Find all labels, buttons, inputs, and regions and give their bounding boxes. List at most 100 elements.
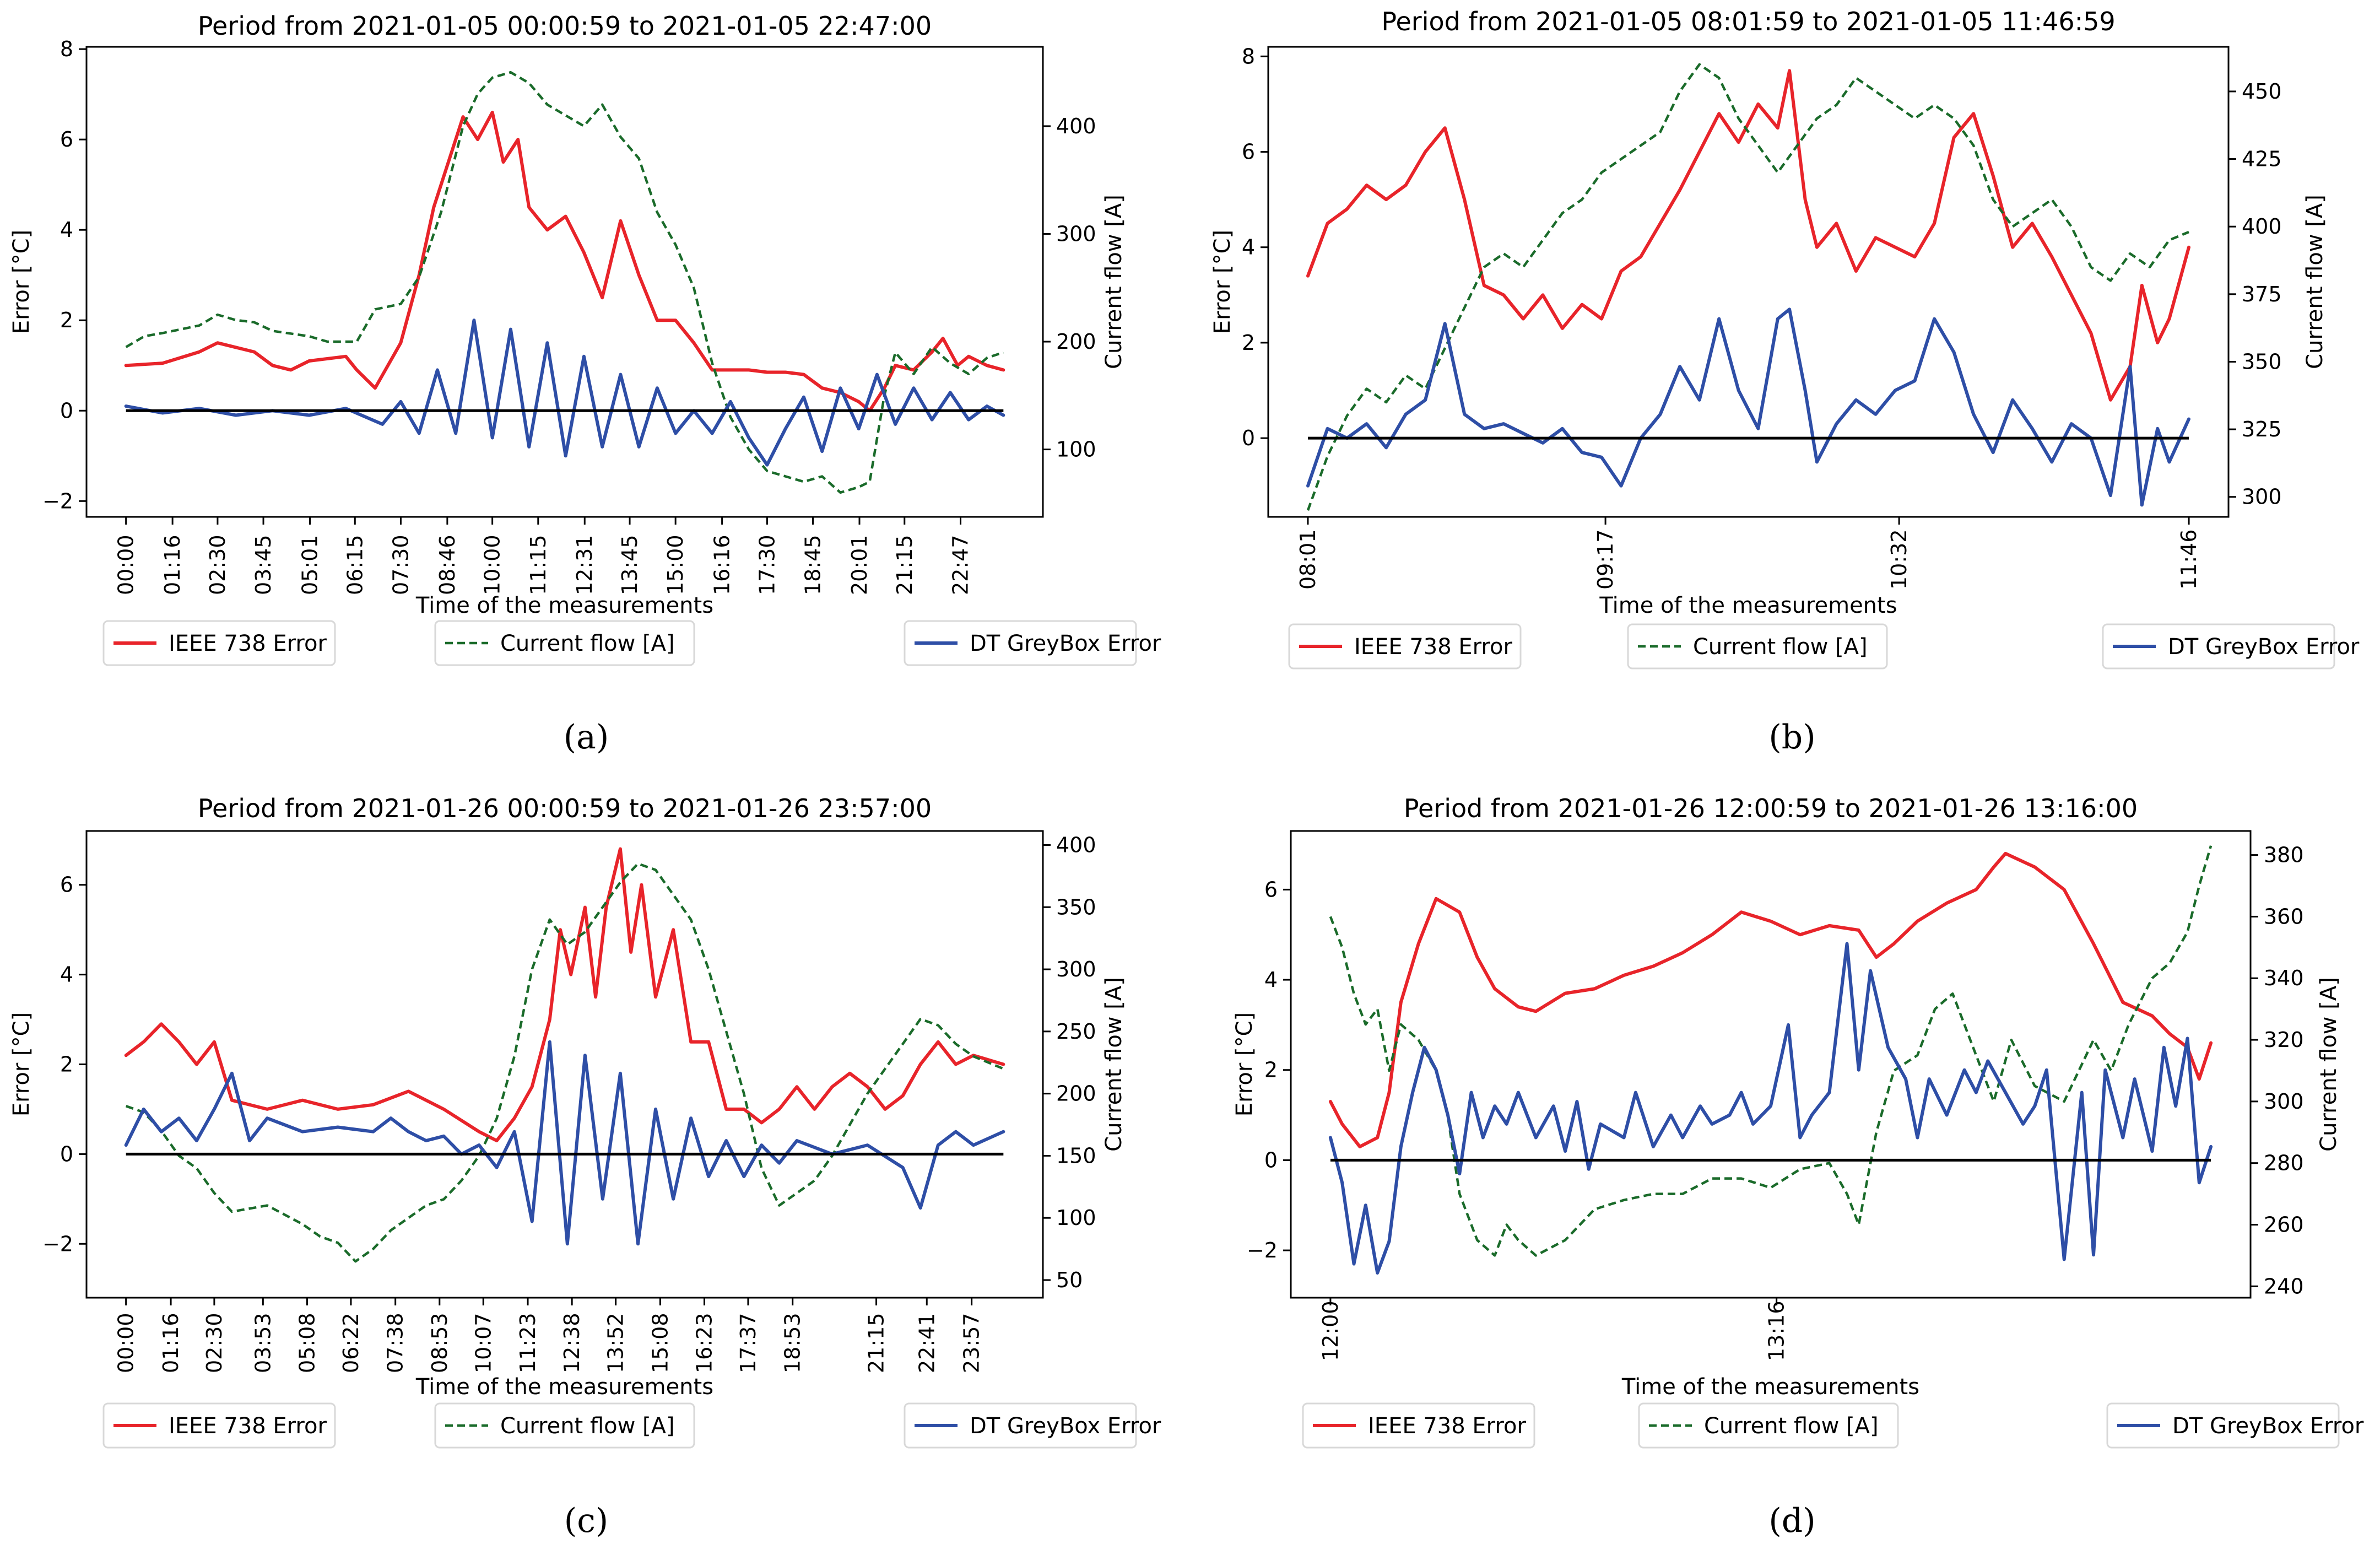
x-tick-label: 00:00 xyxy=(114,535,138,595)
x-tick-label: 11:23 xyxy=(516,1313,540,1373)
y-right-axis-label: Current flow [A] xyxy=(1101,195,1127,369)
x-tick-label: 23:57 xyxy=(960,1313,984,1373)
x-tick-label: 10:32 xyxy=(1887,529,1911,590)
y-left-tick-label: 4 xyxy=(1264,968,1278,992)
legend-item-current-flow-a: Current flow [A] xyxy=(1638,1402,1899,1449)
chart-title: Period from 2021-01-26 00:00:59 to 2021-… xyxy=(198,794,932,823)
x-tick-label: 02:30 xyxy=(202,1313,226,1373)
legend-item-ieee-738-error: IEEE 738 Error xyxy=(102,1402,336,1449)
legend-item-dt-greybox-error: DT GreyBox Error xyxy=(904,1402,1161,1449)
x-tick-label: 10:00 xyxy=(480,535,505,595)
y-left-tick-label: 2 xyxy=(60,1052,73,1077)
y-left-axis-label: Error [°C] xyxy=(1210,230,1235,334)
y-left-axis-label: Error [°C] xyxy=(1232,1012,1257,1116)
y-right-tick-label: 350 xyxy=(2242,349,2282,374)
y-right-tick-label: 200 xyxy=(1056,1082,1096,1106)
x-tick-label: 12:38 xyxy=(560,1313,584,1373)
x-tick-label: 02:30 xyxy=(205,535,230,595)
chart-panel-b: Period from 2021-01-05 08:01:59 to 2021-… xyxy=(1210,7,2360,757)
series-line-current-flow-a xyxy=(125,862,1004,1263)
x-tick-label: 21:15 xyxy=(864,1313,889,1373)
series-line-ieee-738-error xyxy=(1306,69,2190,402)
y-right-tick-label: 240 xyxy=(2264,1274,2304,1298)
chart-panel-c: Period from 2021-01-26 00:00:59 to 2021-… xyxy=(9,794,1161,1540)
y-left-tick-label: 0 xyxy=(1264,1148,1278,1172)
x-tick-label: 07:30 xyxy=(388,535,413,595)
y-left-tick-label: 6 xyxy=(1264,877,1278,902)
y-right-tick-label: 300 xyxy=(2264,1089,2304,1114)
y-right-tick-label: 350 xyxy=(1056,895,1096,919)
y-right-tick-label: 100 xyxy=(1056,438,1096,462)
x-axis-label: Time of the measurements xyxy=(415,1374,713,1400)
x-tick-label: 22:47 xyxy=(949,535,973,595)
legend-item-ieee-738-error: IEEE 738 Error xyxy=(102,620,336,666)
chart-title: Period from 2021-01-05 00:00:59 to 2021-… xyxy=(198,11,932,41)
y-right-tick-label: 300 xyxy=(1056,222,1096,246)
y-right-tick-label: 200 xyxy=(1056,330,1096,354)
y-right-tick-label: 100 xyxy=(1056,1206,1096,1230)
x-tick-label: 11:15 xyxy=(526,535,550,595)
y-right-axis-label: Current flow [A] xyxy=(1101,977,1127,1152)
x-tick-label: 08:01 xyxy=(1296,529,1320,590)
y-left-axis-label: Error [°C] xyxy=(9,230,34,334)
y-left-tick-label: 4 xyxy=(60,218,73,242)
legend-label: IEEE 738 Error xyxy=(169,1413,327,1439)
legend-label: IEEE 738 Error xyxy=(1368,1413,1526,1439)
x-tick-label: 21:15 xyxy=(892,535,917,595)
legend-label: DT GreyBox Error xyxy=(2172,1413,2364,1439)
y-right-tick-label: 360 xyxy=(2264,904,2304,929)
plot-area xyxy=(1306,63,2190,511)
legend-label: DT GreyBox Error xyxy=(2168,634,2360,660)
legend-label: IEEE 738 Error xyxy=(169,631,327,656)
y-left-tick-label: 4 xyxy=(1242,235,1255,260)
y-right-axis-label: Current flow [A] xyxy=(2302,195,2328,369)
plot-area xyxy=(124,71,1005,494)
series-line-dt-greybox-error xyxy=(1306,307,2190,507)
y-right-tick-label: 50 xyxy=(1056,1268,1083,1292)
x-axis-label: Time of the measurements xyxy=(1599,593,1897,618)
y-right-tick-label: 280 xyxy=(2264,1151,2304,1175)
series-line-current-flow-a xyxy=(1306,63,2189,511)
x-tick-label: 17:30 xyxy=(755,535,779,595)
y-left-tick-label: 6 xyxy=(1242,140,1255,164)
legend-item-ieee-738-error: IEEE 738 Error xyxy=(1288,623,1522,670)
panel-caption: (d) xyxy=(1768,1502,1815,1540)
legend-item-dt-greybox-error: DT GreyBox Error xyxy=(2102,623,2360,670)
y-right-tick-label: 340 xyxy=(2264,966,2304,990)
legend-item-current-flow-a: Current flow [A] xyxy=(434,620,695,666)
y-right-tick-label: 400 xyxy=(2242,214,2282,239)
x-tick-label: 18:45 xyxy=(801,535,825,595)
y-left-tick-label: −2 xyxy=(1247,1238,1278,1262)
y-left-tick-label: 0 xyxy=(1242,426,1255,450)
legend-box xyxy=(1288,623,1522,670)
x-tick-label: 09:17 xyxy=(1593,529,1618,590)
x-tick-label: 03:53 xyxy=(251,1313,275,1373)
legend-box xyxy=(1302,1402,1535,1449)
y-left-tick-label: 8 xyxy=(1242,44,1255,68)
legend-item-current-flow-a: Current flow [A] xyxy=(1627,623,1888,670)
legend-item-dt-greybox-error: DT GreyBox Error xyxy=(2106,1402,2364,1449)
x-tick-label: 06:15 xyxy=(343,535,367,595)
y-right-tick-label: 300 xyxy=(1056,957,1096,981)
y-right-tick-label: 300 xyxy=(2242,485,2282,509)
legend-item-ieee-738-error: IEEE 738 Error xyxy=(1302,1402,1535,1449)
series-line-dt-greybox-error xyxy=(1328,942,2213,1275)
axes-frame xyxy=(1290,830,2252,1299)
x-tick-label: 22:41 xyxy=(915,1313,939,1373)
x-tick-label: 00:00 xyxy=(114,1313,138,1373)
x-tick-label: 13:16 xyxy=(1765,1300,1789,1361)
y-right-tick-label: 325 xyxy=(2242,417,2282,441)
y-left-tick-label: −2 xyxy=(42,1232,73,1256)
y-right-tick-label: 250 xyxy=(1056,1019,1096,1044)
x-tick-label: 10:07 xyxy=(471,1313,495,1373)
y-left-tick-label: 2 xyxy=(60,308,73,332)
panel-caption: (b) xyxy=(1768,718,1815,757)
legend-label: DT GreyBox Error xyxy=(970,1413,1161,1439)
x-tick-label: 07:38 xyxy=(383,1313,408,1373)
legend-item-dt-greybox-error: DT GreyBox Error xyxy=(904,620,1161,666)
legend-label: Current flow [A] xyxy=(1693,634,1868,660)
legend-label: Current flow [A] xyxy=(500,1413,675,1439)
plot-area xyxy=(124,847,1005,1263)
series-line-current-flow-a xyxy=(125,71,1004,494)
y-left-axis-label: Error [°C] xyxy=(9,1012,34,1116)
